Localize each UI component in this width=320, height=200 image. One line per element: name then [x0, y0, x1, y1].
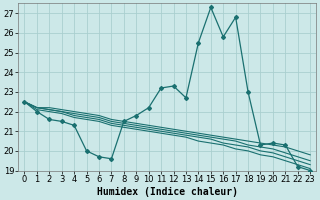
- X-axis label: Humidex (Indice chaleur): Humidex (Indice chaleur): [97, 186, 238, 197]
